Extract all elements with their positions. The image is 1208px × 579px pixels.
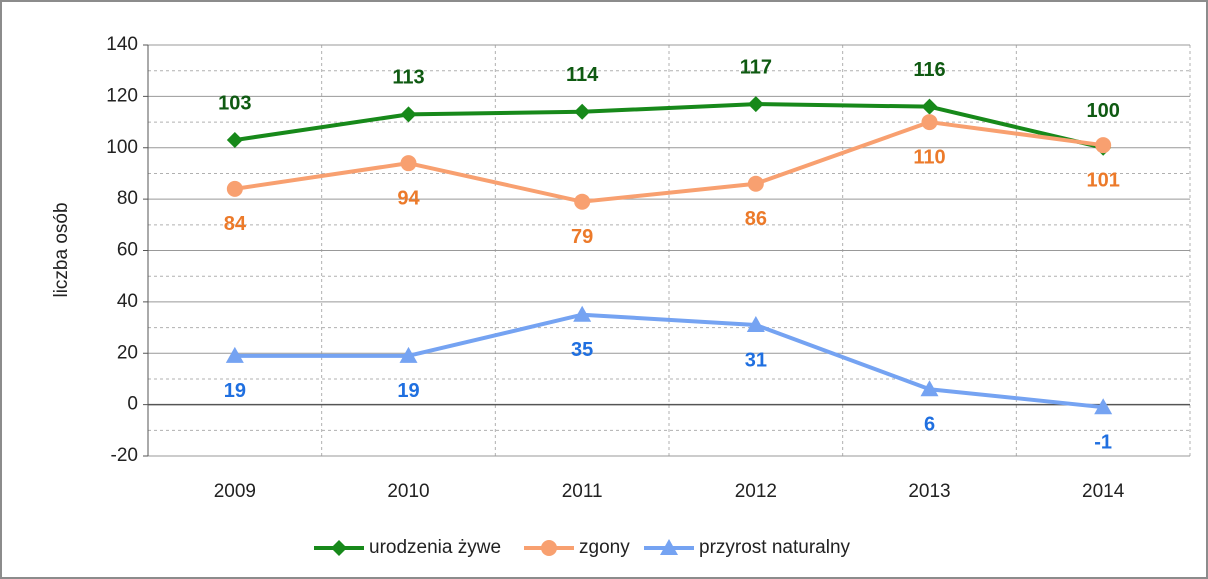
point-marker	[399, 346, 418, 363]
data-label: 116	[913, 59, 945, 81]
series-line	[234, 120, 1104, 204]
x-tick-label: 2012	[735, 481, 777, 502]
data-label: 110	[913, 146, 945, 168]
legend-marker	[541, 540, 557, 556]
legend-label: urodzenia żywe	[369, 537, 501, 558]
y-tick-label: 0	[127, 394, 138, 415]
x-tick-label: 2011	[562, 481, 603, 502]
data-label: 6	[924, 413, 935, 435]
data-label: 31	[745, 349, 767, 371]
y-tick-label: 60	[117, 240, 138, 261]
point-marker	[400, 106, 417, 123]
series-line	[234, 312, 1104, 410]
y-tick-label: 120	[106, 85, 138, 106]
y-axis-label: liczba osób	[51, 202, 72, 297]
series-line	[234, 102, 1104, 150]
data-label: 79	[571, 226, 593, 248]
data-label: 94	[397, 187, 420, 209]
point-marker	[400, 155, 417, 172]
data-label: 114	[566, 64, 599, 86]
y-tick-label: 40	[117, 291, 138, 312]
y-tick-label: 100	[106, 137, 138, 158]
data-label: 117	[740, 56, 772, 78]
point-marker	[574, 193, 591, 210]
y-tick-label: 140	[106, 34, 138, 55]
point-marker	[747, 175, 764, 192]
legend-label: przyrost naturalny	[699, 537, 851, 558]
y-tick-label: -20	[111, 445, 138, 466]
point-marker	[226, 180, 243, 197]
data-label: 35	[571, 339, 593, 361]
data-label: 101	[1086, 169, 1119, 191]
x-tick-label: 2009	[214, 481, 256, 502]
point-marker	[1095, 137, 1112, 154]
data-label: 84	[224, 213, 247, 235]
point-marker	[225, 346, 244, 363]
point-marker	[921, 114, 938, 131]
point-marker	[226, 132, 243, 149]
point-marker	[746, 315, 765, 332]
y-tick-label: 80	[117, 188, 138, 209]
data-label: -1	[1094, 431, 1112, 453]
data-label: 19	[397, 380, 419, 402]
data-label: 100	[1086, 100, 1119, 122]
x-tick-label: 2010	[387, 481, 429, 502]
point-marker	[920, 380, 939, 397]
point-marker	[1094, 398, 1113, 415]
data-label: 103	[218, 92, 251, 114]
y-tick-label: 20	[117, 342, 138, 363]
legend-label: zgony	[579, 537, 630, 558]
x-tick-label: 2013	[908, 481, 950, 502]
point-marker	[573, 305, 592, 322]
data-label: 113	[392, 67, 424, 89]
legend-marker	[331, 540, 347, 556]
x-tick-label: 2014	[1082, 481, 1125, 502]
point-marker	[574, 103, 591, 120]
legend-marker	[660, 539, 678, 555]
point-marker	[921, 98, 938, 115]
point-marker	[747, 96, 764, 113]
data-label: 19	[224, 380, 246, 402]
data-label: 86	[745, 208, 767, 230]
